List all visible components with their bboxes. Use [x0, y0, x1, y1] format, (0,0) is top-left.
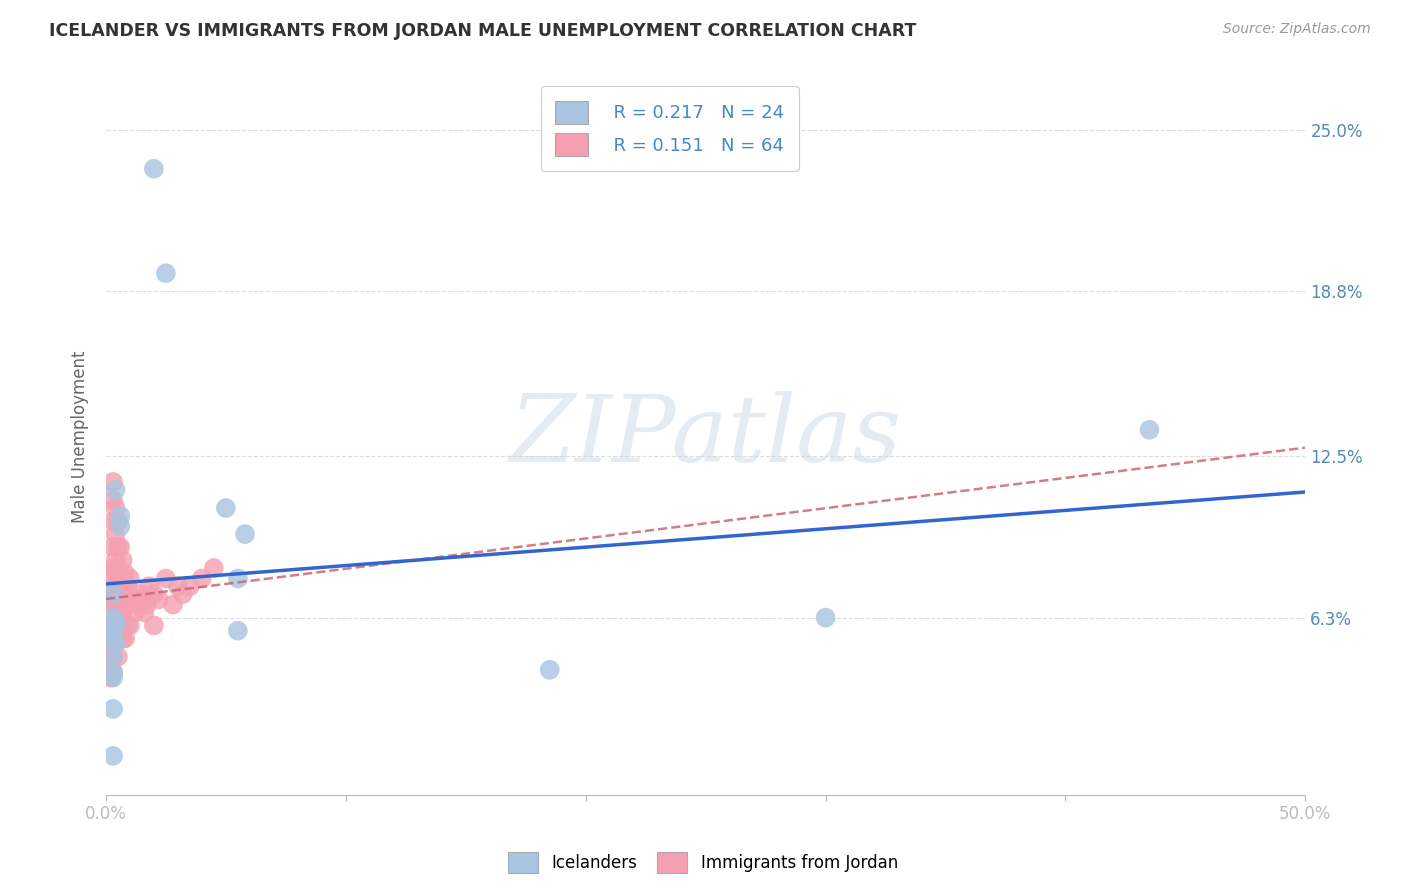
Point [155, 266, 177, 280]
Point [101, 514, 124, 528]
Point [117, 579, 139, 593]
Point [172, 587, 194, 601]
Y-axis label: Male Unemployment: Male Unemployment [72, 350, 89, 523]
Point [101, 665, 124, 680]
Point [107, 613, 129, 627]
Point [118, 572, 141, 586]
Point [226, 624, 249, 638]
Point [179, 579, 201, 593]
Point [134, 606, 156, 620]
Text: ICELANDER VS IMMIGRANTS FROM JORDAN MALE UNEMPLOYMENT CORRELATION CHART: ICELANDER VS IMMIGRANTS FROM JORDAN MALE… [49, 22, 917, 40]
Legend: Icelanders, Immigrants from Jordan: Icelanders, Immigrants from Jordan [502, 846, 904, 880]
Point [104, 632, 127, 646]
Point [100, 566, 122, 581]
Point [128, 587, 150, 601]
Point [110, 540, 132, 554]
Point [127, 598, 149, 612]
Point [107, 540, 129, 554]
Point [538, 663, 561, 677]
Point [111, 579, 134, 593]
Point [202, 561, 225, 575]
Point [104, 618, 127, 632]
Point [101, 598, 124, 612]
Point [100, 618, 122, 632]
Point [101, 632, 124, 646]
Point [131, 592, 153, 607]
Point [814, 610, 837, 624]
Point [121, 592, 143, 607]
Point [117, 618, 139, 632]
Point [142, 587, 165, 601]
Point [104, 615, 127, 630]
Point [110, 618, 132, 632]
Point [104, 483, 127, 497]
Point [101, 624, 124, 638]
Point [167, 579, 190, 593]
Point [101, 587, 124, 601]
Point [162, 598, 184, 612]
Point [101, 618, 124, 632]
Point [111, 606, 134, 620]
Point [101, 610, 124, 624]
Legend:   R = 0.217   N = 24,   R = 0.151   N = 64: R = 0.217 N = 24, R = 0.151 N = 64 [541, 87, 799, 170]
Point [107, 649, 129, 664]
Point [107, 514, 129, 528]
Point [233, 527, 256, 541]
Point [114, 632, 136, 646]
Point [101, 649, 124, 664]
Point [138, 579, 160, 593]
Point [101, 665, 124, 680]
Point [155, 572, 177, 586]
Point [100, 598, 122, 612]
Point [107, 566, 129, 581]
Point [100, 671, 122, 685]
Point [104, 592, 127, 607]
Point [215, 501, 238, 516]
Point [111, 553, 134, 567]
Point [142, 161, 165, 176]
Point [101, 561, 124, 575]
Point [100, 587, 122, 601]
Point [118, 618, 141, 632]
Point [111, 632, 134, 646]
Point [135, 598, 157, 612]
Point [142, 618, 165, 632]
Point [104, 637, 127, 651]
Point [104, 553, 127, 567]
Point [101, 475, 124, 489]
Point [110, 508, 132, 523]
Point [110, 519, 132, 533]
Point [101, 540, 124, 554]
Point [100, 644, 122, 658]
Point [101, 632, 124, 646]
Point [101, 671, 124, 685]
Point [114, 566, 136, 581]
Point [107, 592, 129, 607]
Point [100, 606, 122, 620]
Point [110, 579, 132, 593]
Point [101, 649, 124, 664]
Point [100, 632, 122, 646]
Point [101, 748, 124, 763]
Point [101, 493, 124, 508]
Point [1139, 423, 1161, 437]
Point [148, 592, 170, 607]
Point [226, 572, 249, 586]
Point [101, 702, 124, 716]
Point [114, 598, 136, 612]
Text: ZIPatlas: ZIPatlas [510, 392, 901, 482]
Point [191, 572, 214, 586]
Point [104, 527, 127, 541]
Text: Source: ZipAtlas.com: Source: ZipAtlas.com [1223, 22, 1371, 37]
Point [100, 657, 122, 672]
Point [124, 606, 146, 620]
Point [104, 501, 127, 516]
Point [101, 579, 124, 593]
Point [100, 624, 122, 638]
